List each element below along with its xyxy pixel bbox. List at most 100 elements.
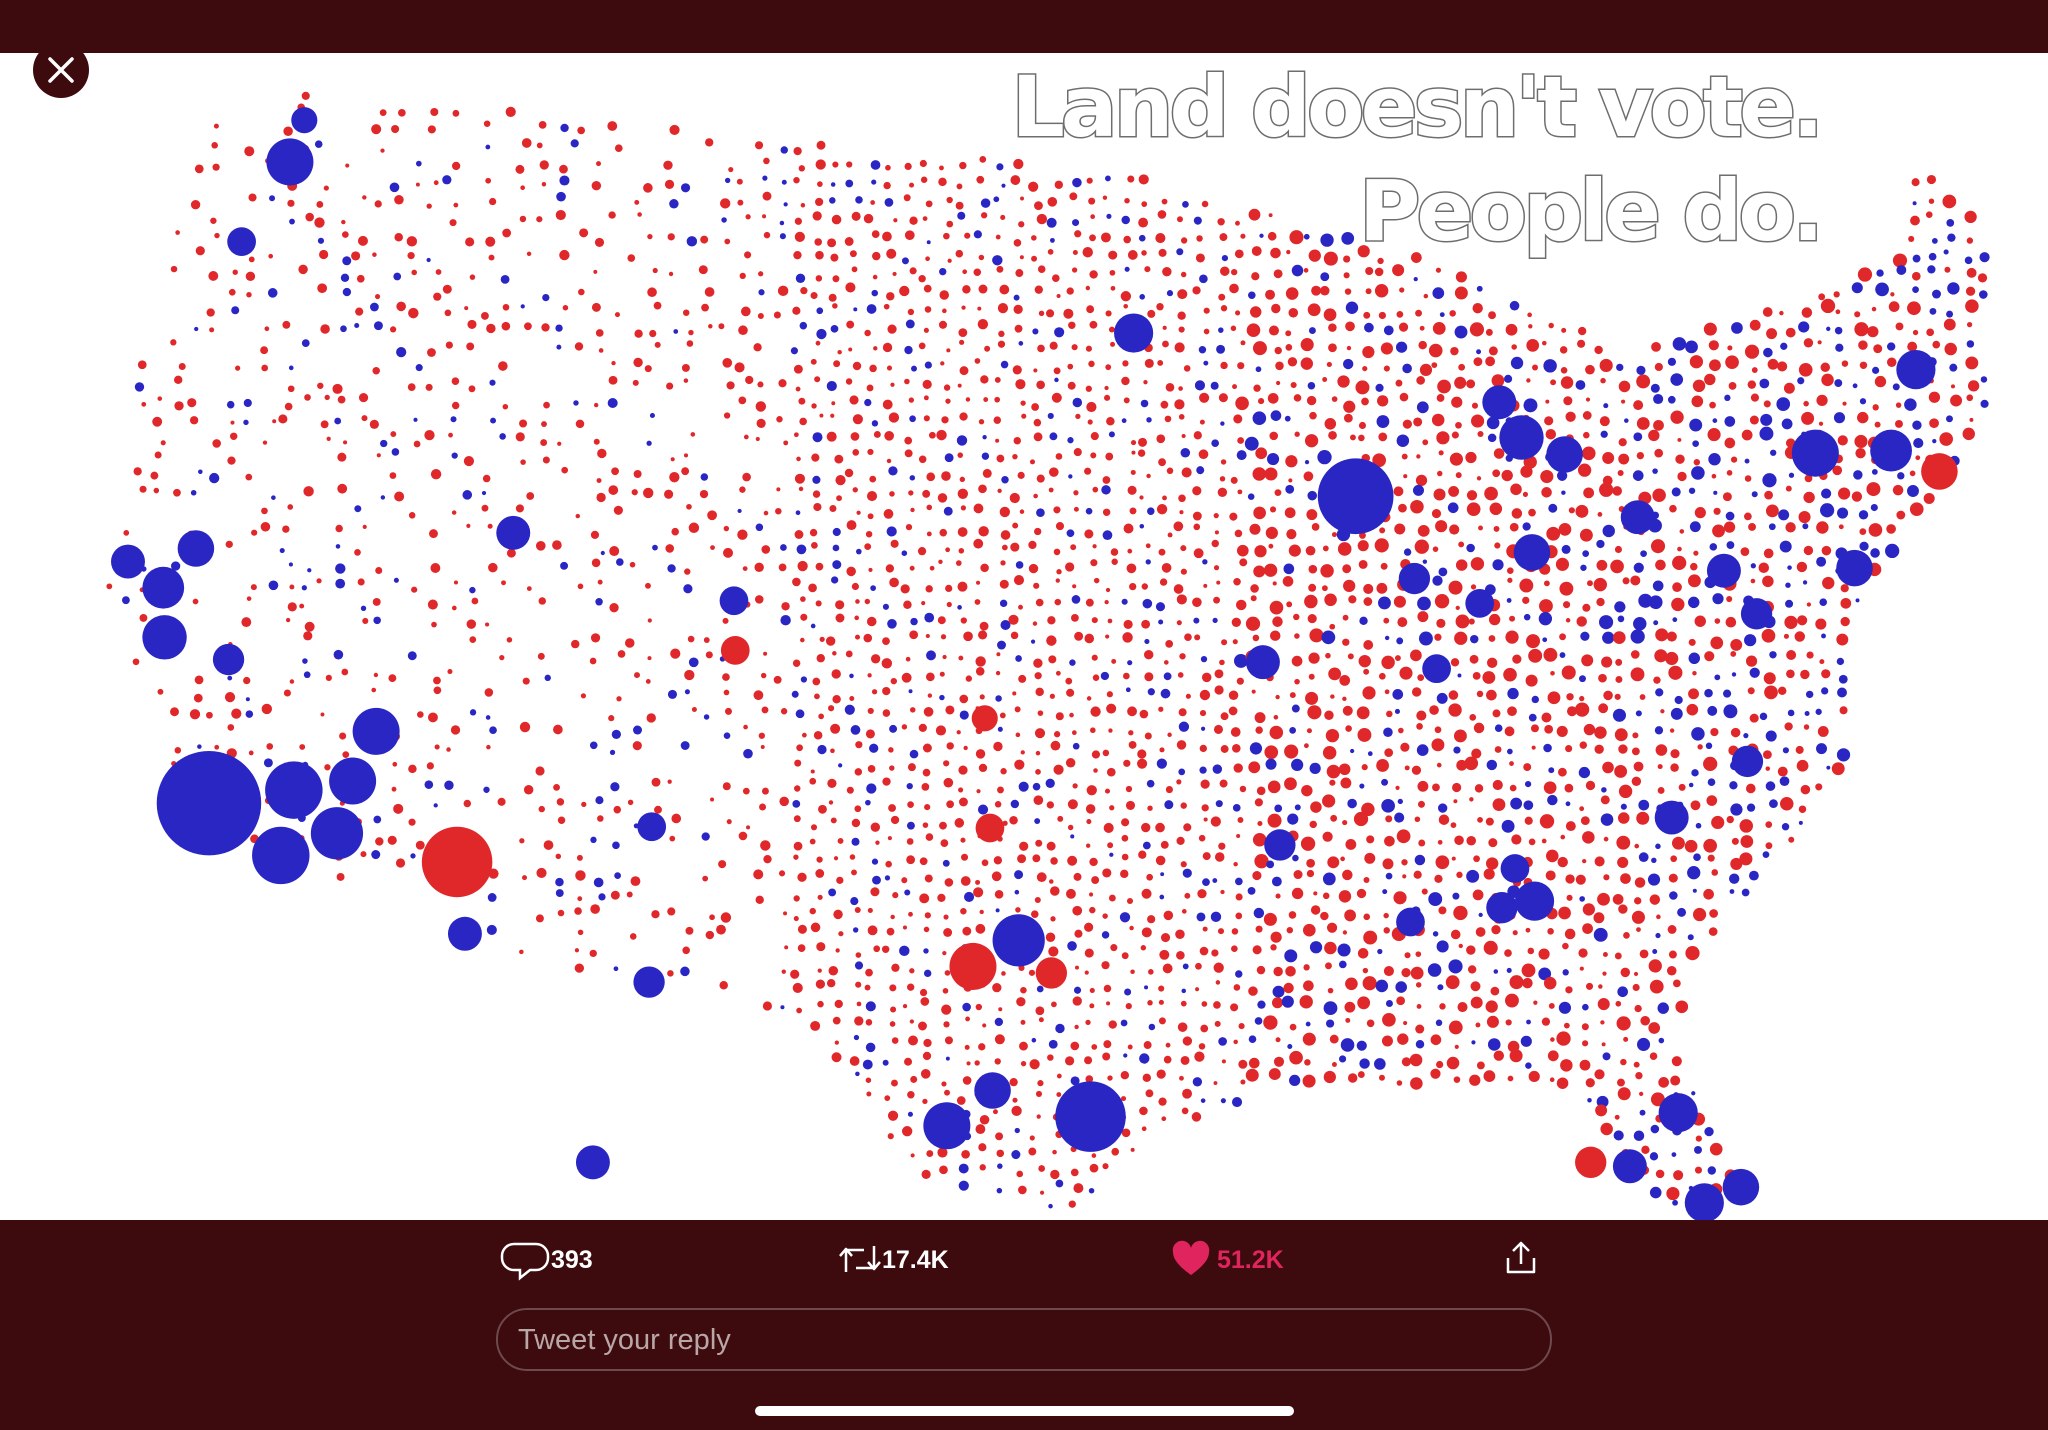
map-bubble: [996, 163, 1004, 171]
map-bubble: [1308, 327, 1316, 335]
map-bubble: [1506, 567, 1514, 575]
map-bubble: [1728, 382, 1737, 390]
map-bubble: [891, 1037, 899, 1044]
map-bubble: [1220, 745, 1229, 753]
map-bubble: [260, 346, 269, 355]
map-bubble: [519, 949, 524, 955]
map-bubble: [1523, 613, 1531, 621]
map-bubble: [890, 539, 899, 548]
map-bubble: [598, 348, 604, 353]
map-bubble: [975, 749, 986, 759]
map-bubble: [1630, 650, 1640, 659]
map-bubble: [375, 837, 384, 846]
map-bubble: [577, 929, 584, 936]
map-bubble: [469, 709, 477, 716]
map-bubble: [520, 304, 525, 309]
map-bubble: [1630, 667, 1645, 682]
map-bubble: [1089, 987, 1095, 994]
map-bubble: [1144, 985, 1149, 990]
map-bubble: [1575, 504, 1589, 518]
map-bubble: [1614, 952, 1622, 960]
map-bubble: [946, 196, 953, 204]
map-bubble: [1028, 563, 1039, 574]
map-bubble: [1631, 910, 1645, 924]
map-bubble: [855, 952, 862, 958]
map-bubble: [856, 548, 862, 555]
map-bubble: [538, 121, 547, 129]
map-bubble: [1090, 214, 1096, 220]
map-bubble: [372, 367, 380, 375]
map-bubble: [1343, 400, 1356, 413]
map-bubble: [154, 451, 162, 459]
map-bubble: [1345, 301, 1359, 314]
map-bubble: [1671, 1152, 1677, 1157]
share-action[interactable]: [1506, 1241, 1536, 1274]
map-bubble: [354, 549, 361, 556]
map-bubble: [252, 826, 310, 885]
map-bubble: [1217, 218, 1225, 226]
map-bubble: [1751, 367, 1758, 373]
map-bubble: [267, 288, 278, 298]
map-bubble: [1577, 463, 1592, 477]
map-bubble: [1798, 805, 1807, 813]
map-bubble: [978, 1143, 987, 1152]
map-bubble: [1648, 429, 1660, 442]
like-action[interactable]: 51.2K: [1172, 1240, 1284, 1275]
map-bubble: [538, 597, 547, 605]
map-bubble: [1248, 208, 1261, 221]
map-bubble: [1652, 488, 1666, 503]
map-bubble: [1580, 631, 1590, 641]
map-bubble: [608, 485, 619, 495]
map-bubble: [1161, 198, 1168, 205]
map-bubble: [1030, 910, 1039, 918]
map-bubble: [335, 524, 343, 533]
map-bubble: [939, 528, 948, 537]
map-bubble: [1199, 419, 1205, 425]
map-bubble: [1836, 633, 1849, 646]
map-bubble: [1476, 349, 1482, 355]
map-bubble: [793, 432, 799, 438]
map-bubble: [177, 530, 215, 567]
map-bubble: [1476, 690, 1484, 698]
map-bubble: [792, 659, 801, 667]
map-bubble: [814, 238, 822, 246]
map-bubble: [1272, 581, 1277, 586]
map-bubble: [1141, 201, 1148, 207]
map-bubble: [1107, 842, 1114, 849]
map-bubble: [1148, 1023, 1156, 1031]
map-bubble: [506, 548, 516, 558]
map-bubble: [901, 724, 908, 730]
map-bubble: [1837, 687, 1847, 698]
map-bubble: [1458, 363, 1466, 371]
map-bubble: [1215, 980, 1221, 985]
map-bubble: [975, 879, 981, 885]
map-bubble: [1164, 415, 1172, 423]
map-bubble: [1250, 584, 1259, 593]
map-bubble: [1233, 414, 1243, 424]
map-bubble: [614, 312, 620, 318]
map-bubble: [1428, 892, 1443, 907]
map-bubble: [466, 523, 471, 528]
map-bubble: [248, 750, 254, 756]
map-bubble: [901, 1126, 913, 1137]
map-bubble: [1381, 1035, 1393, 1047]
map-bubble: [1286, 249, 1291, 255]
map-bubble: [889, 984, 897, 992]
map-bubble: [1485, 1000, 1498, 1013]
map-bubble: [1045, 778, 1055, 788]
close-button[interactable]: [33, 42, 89, 98]
map-bubble: [994, 376, 1001, 383]
reply-box[interactable]: Tweet your reply: [496, 1308, 1552, 1371]
map-bubble: [999, 712, 1006, 719]
map-bubble: [946, 800, 955, 809]
map-bubble: [663, 160, 673, 170]
map-bubble: [613, 505, 623, 515]
retweet-action[interactable]: 17.4K: [839, 1246, 949, 1274]
map-bubble: [451, 510, 457, 515]
map-bubble: [1544, 416, 1554, 426]
reply-action[interactable]: 393: [500, 1242, 593, 1281]
map-bubble: [1585, 397, 1591, 402]
map-bubble: [1106, 1001, 1111, 1006]
map-bubble: [1031, 235, 1037, 241]
map-bubble: [1581, 654, 1594, 667]
